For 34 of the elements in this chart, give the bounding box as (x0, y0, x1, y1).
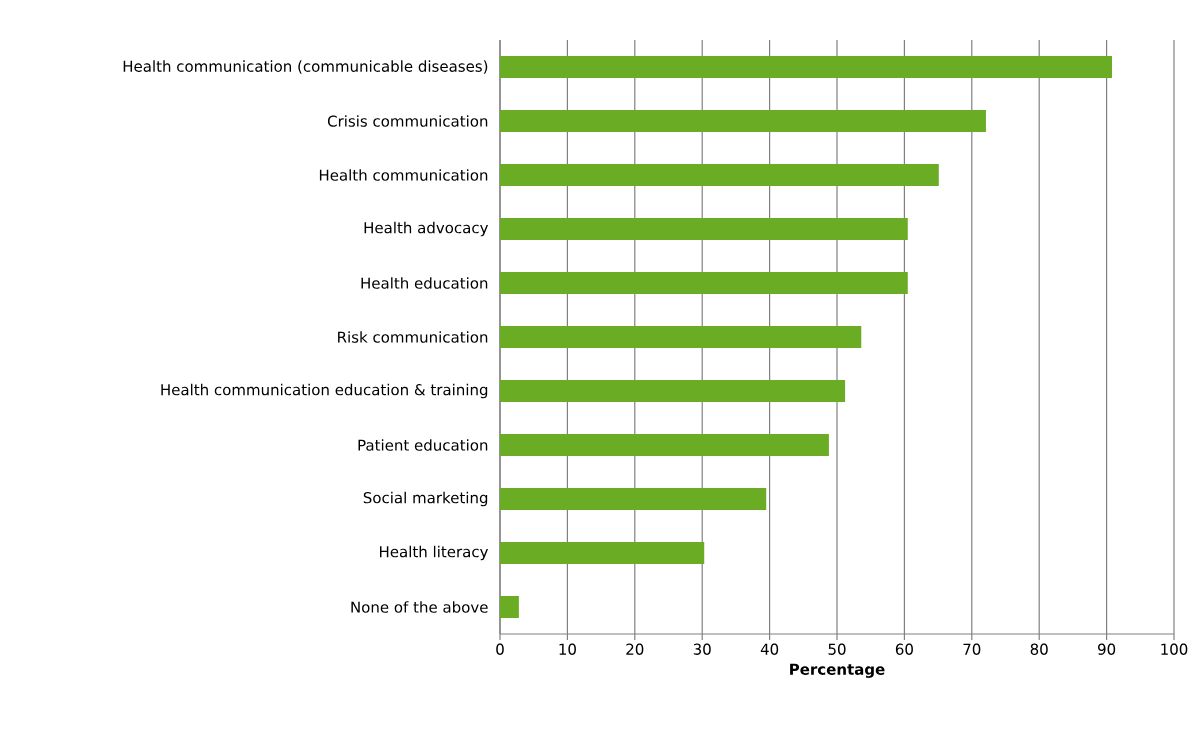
bar (500, 379, 846, 402)
x-tick-label: 70 (963, 643, 981, 655)
x-tick-label: 90 (1098, 643, 1116, 655)
y-tick-label: Health communication (communicable diseases) (123, 60, 488, 74)
y-tick-label: Health advocacy (364, 221, 489, 237)
x-tick-label: 30 (693, 643, 711, 655)
y-tick-label: None of the above (351, 601, 488, 613)
y-tick-label: Health literacy (380, 545, 489, 561)
bar (500, 433, 829, 456)
y-tick-label: Risk communication (338, 331, 488, 343)
bar (500, 595, 519, 618)
bar (500, 272, 908, 294)
y-tick-label: Social marketing (363, 491, 488, 507)
bar (500, 56, 1112, 78)
y-tick-label: Health education (361, 277, 488, 289)
x-tick-label: 40 (760, 643, 779, 655)
bar (500, 109, 986, 132)
y-tick-label: Patient education (358, 439, 488, 451)
bar (500, 487, 767, 510)
x-tick-label: 20 (626, 643, 644, 655)
bar (500, 541, 705, 564)
bar (500, 325, 862, 348)
bar (500, 217, 908, 240)
y-tick-label: Health communication education & training (161, 383, 488, 399)
x-tick-label: 10 (559, 643, 576, 655)
x-axis-title: Percentage (790, 663, 885, 678)
x-tick-label: 60 (895, 643, 913, 655)
x-tick-label: 100 (1161, 643, 1188, 655)
x-tick-label: 0 (496, 643, 504, 655)
y-tick-label: Crisis communication (327, 115, 488, 127)
bar (500, 164, 939, 186)
x-tick-label: 80 (1030, 643, 1048, 655)
y-tick-label: Health communication (319, 169, 488, 181)
x-tick-label: 50 (828, 643, 846, 655)
